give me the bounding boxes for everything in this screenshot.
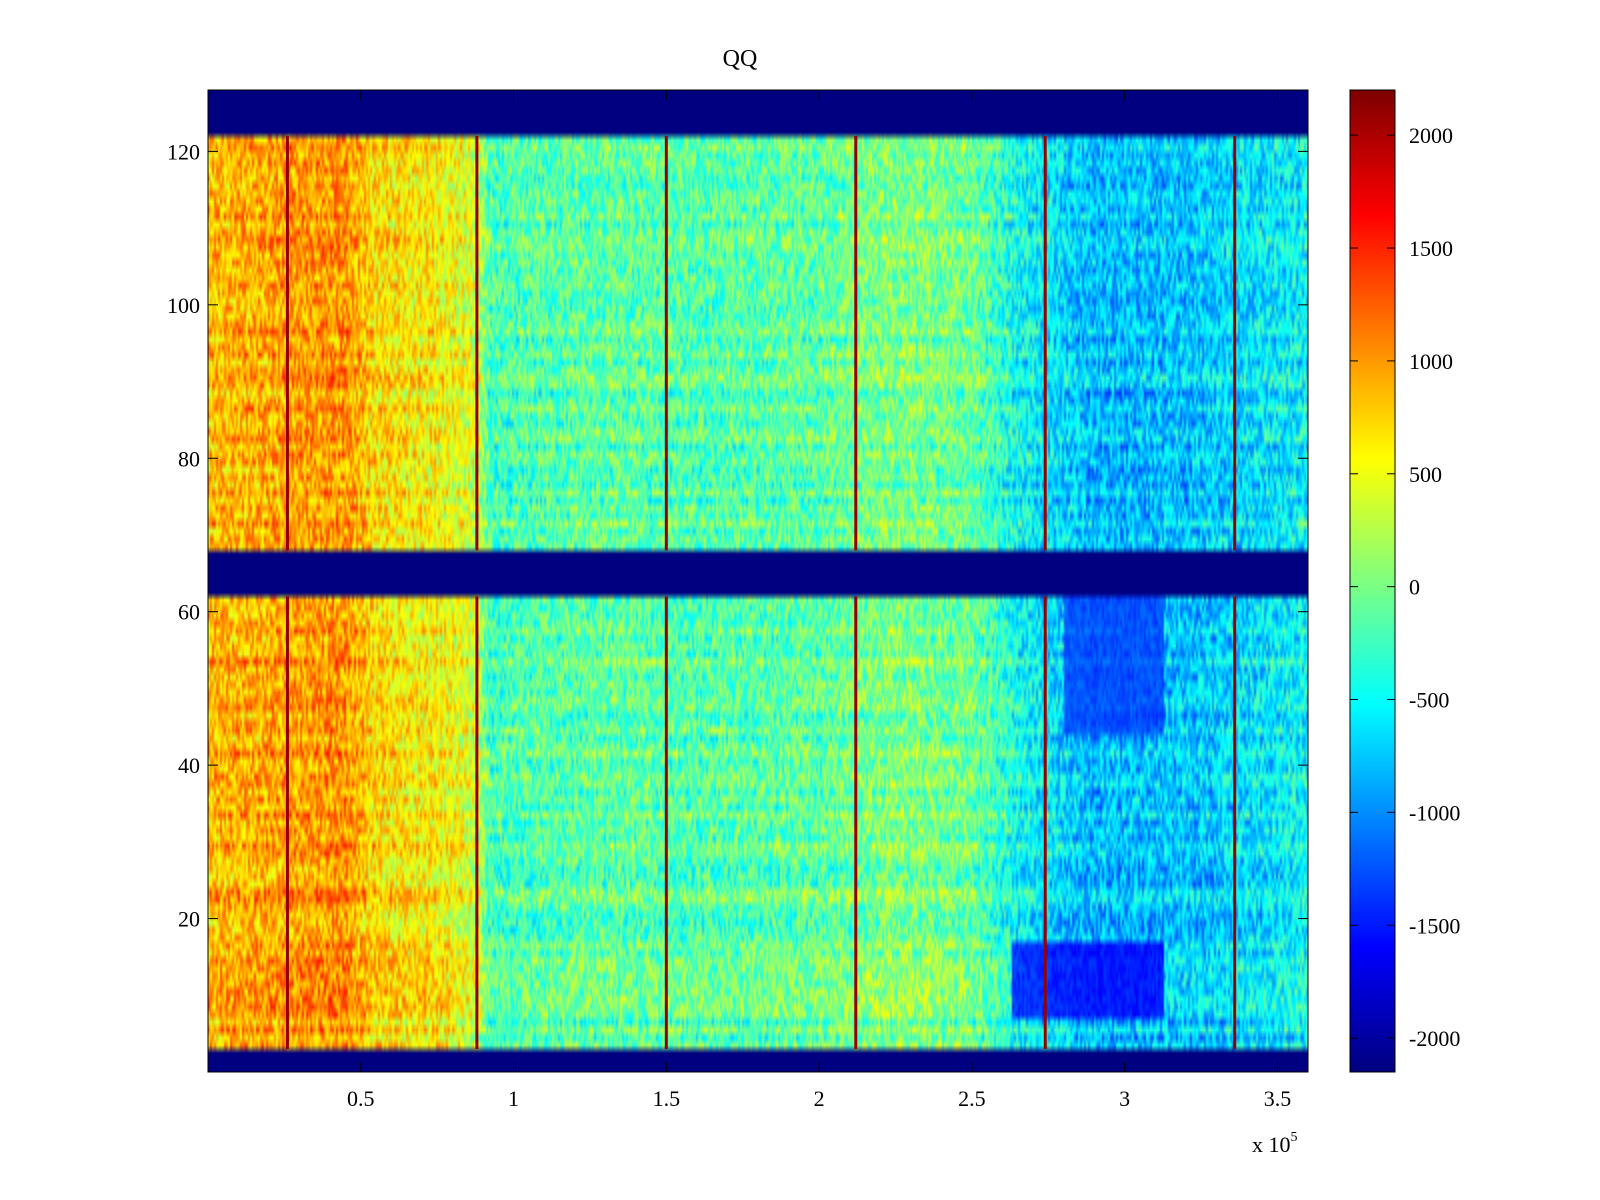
x-tick-label: 2.5 bbox=[958, 1086, 986, 1111]
x-tick: 2.5 bbox=[958, 90, 986, 1111]
y-tick: 100 bbox=[167, 293, 1308, 318]
colorbar-tick: 1500 bbox=[1350, 236, 1453, 261]
colorbar-tick-label: 1500 bbox=[1409, 236, 1453, 261]
colorbar-tick: 0 bbox=[1350, 575, 1420, 600]
heatmap-image bbox=[208, 90, 1308, 1072]
x-exponent-power: 5 bbox=[1291, 1130, 1298, 1145]
y-tick: 120 bbox=[167, 139, 1308, 164]
colorbar-tick-label: 1000 bbox=[1409, 349, 1453, 374]
colorbar-tick: -1000 bbox=[1350, 800, 1460, 825]
heatmap-plot-area bbox=[207, 89, 1309, 1073]
colorbar-tick-label: -1000 bbox=[1409, 800, 1460, 825]
y-tick: 40 bbox=[178, 753, 1308, 778]
colorbar-tick-label: 500 bbox=[1409, 462, 1442, 487]
colorbar-tick-label: -500 bbox=[1409, 688, 1449, 713]
colorbar-tick-label: -1500 bbox=[1409, 913, 1460, 938]
x-axis: 0.5 1 1.5 2 2.5 3 3.5 bbox=[347, 90, 1291, 1111]
colorbar-tick: -1500 bbox=[1350, 913, 1460, 938]
vertical-lines bbox=[285, 136, 1237, 1049]
x-tick: 3.5 bbox=[1264, 90, 1292, 1111]
x-tick-label: 2 bbox=[814, 1086, 825, 1111]
colorbar-tick: -500 bbox=[1350, 688, 1449, 713]
y-tick: 80 bbox=[178, 446, 1308, 471]
plot-frame bbox=[207, 89, 1309, 1073]
y-tick: 20 bbox=[178, 907, 1308, 932]
x-tick: 1.5 bbox=[653, 90, 681, 1111]
y-tick-label: 60 bbox=[178, 600, 200, 625]
chart-title: QQ bbox=[723, 46, 758, 72]
x-tick: 2 bbox=[814, 90, 825, 1111]
colorbar-ticks: 2000 1500 1000 500 0 -500 -1000 -1500 -2000 bbox=[1350, 123, 1460, 1051]
y-axis: 20 40 60 80 100 120 bbox=[167, 139, 1308, 932]
x-tick-label: 3.5 bbox=[1264, 1086, 1292, 1111]
colorbar-tick-label: -2000 bbox=[1409, 1026, 1460, 1051]
y-tick-label: 80 bbox=[178, 446, 200, 471]
colorbar-gradient bbox=[1350, 90, 1395, 1072]
colorbar-tick-label: 0 bbox=[1409, 575, 1420, 600]
x-tick-label: 3 bbox=[1119, 1086, 1130, 1111]
colorbar-tick: 500 bbox=[1350, 462, 1442, 487]
colorbar-tick: -2000 bbox=[1350, 1026, 1460, 1051]
y-tick-label: 100 bbox=[167, 293, 200, 318]
colorbar-tick: 2000 bbox=[1350, 123, 1453, 148]
colorbar: 2000 1500 1000 500 0 -500 -1000 -1500 -2000 bbox=[1349, 89, 1460, 1073]
x-tick-label: 1.5 bbox=[653, 1086, 681, 1111]
x-tick-label: 0.5 bbox=[347, 1086, 375, 1111]
x-tick-label: 1 bbox=[508, 1086, 519, 1111]
y-tick-label: 20 bbox=[178, 907, 200, 932]
x-tick: 1 bbox=[508, 90, 519, 1111]
x-exponent-label: x 105 bbox=[1252, 1130, 1298, 1157]
x-tick: 3 bbox=[1119, 90, 1130, 1111]
colorbar-frame bbox=[1349, 89, 1396, 1073]
colorbar-tick-label: 2000 bbox=[1409, 123, 1453, 148]
y-tick-label: 120 bbox=[167, 139, 200, 164]
x-tick: 0.5 bbox=[347, 90, 375, 1111]
y-tick: 60 bbox=[178, 600, 1308, 625]
colorbar-tick: 1000 bbox=[1350, 349, 1453, 374]
x-exponent-base: x 10 bbox=[1252, 1132, 1291, 1157]
y-tick-label: 40 bbox=[178, 753, 200, 778]
